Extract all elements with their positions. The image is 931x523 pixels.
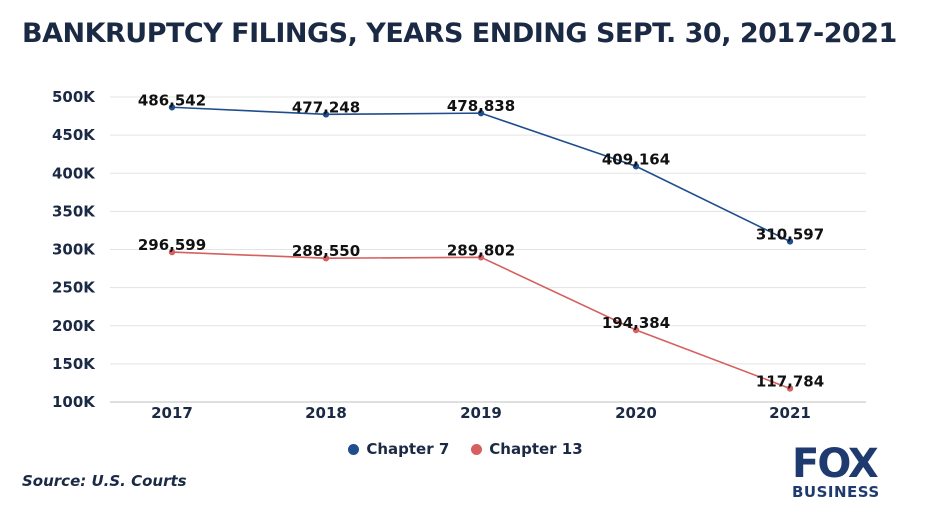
y-tick-label: 350K (52, 202, 96, 220)
line-chart: 100K 150K 200K 250K 300K 350K 400K 450K 500K 201… (52, 88, 866, 422)
x-tick-label: 2017 (151, 404, 193, 422)
data-label: 409,164 (602, 150, 670, 168)
x-tick-label: 2021 (769, 404, 811, 422)
legend-item-chapter-7[interactable]: Chapter 7 (348, 440, 449, 458)
data-points (168, 104, 794, 392)
gridlines (110, 96, 866, 403)
legend: Chapter 7 Chapter 13 (0, 440, 931, 458)
legend-label-chapter-7: Chapter 7 (366, 440, 450, 458)
legend-swatch-chapter-13 (471, 443, 483, 455)
y-axis-ticks: 100K 150K 200K 250K 300K 350K 400K 450K 500K (52, 88, 96, 411)
data-label: 296,599 (138, 236, 206, 254)
legend-label-chapter-13: Chapter 13 (489, 440, 583, 458)
data-label: 117,784 (756, 372, 824, 390)
y-tick-label: 250K (52, 279, 96, 297)
x-tick-label: 2019 (460, 404, 502, 422)
data-point[interactable] (786, 238, 794, 245)
y-tick-label: 450K (52, 126, 96, 144)
data-label: 310,597 (756, 225, 824, 243)
data-point[interactable] (786, 385, 794, 392)
y-tick-label: 100K (52, 393, 96, 411)
data-point[interactable] (168, 104, 176, 111)
x-tick-label: 2018 (305, 404, 347, 422)
data-label: 478,838 (447, 97, 515, 115)
data-point[interactable] (168, 248, 176, 256)
data-point[interactable] (322, 111, 330, 118)
data-point[interactable] (322, 255, 330, 262)
y-tick-label: 400K (52, 164, 96, 182)
y-tick-label: 150K (52, 355, 96, 373)
y-tick-label: 300K (52, 241, 96, 259)
data-label: 288,550 (292, 242, 360, 260)
data-point[interactable] (477, 254, 485, 261)
x-tick-label: 2020 (615, 404, 657, 422)
data-label: 486,542 (138, 91, 206, 109)
data-point[interactable] (477, 109, 485, 117)
data-label: 194,384 (602, 314, 670, 332)
source-note: Source: U.S. Courts (22, 472, 187, 490)
logo-fox-text: FOX (792, 441, 879, 487)
y-tick-label: 500K (52, 88, 96, 106)
x-axis-ticks: 2017 2018 2019 2020 2021 (151, 404, 811, 422)
y-tick-label: 200K (52, 317, 96, 335)
series-line-chapter-13 (171, 251, 791, 390)
legend-item-chapter-13[interactable]: Chapter 13 (471, 440, 583, 458)
data-label: 289,802 (447, 241, 515, 259)
data-point[interactable] (632, 326, 640, 334)
chart-title: BANKRUPTCY FILINGS, YEARS ENDING SEPT. 3… (22, 18, 897, 49)
fox-business-logo: FOX BUSINESS (792, 444, 910, 506)
legend-swatch-chapter-7 (348, 443, 360, 455)
data-labels: 486,542 477,248 478,838 409,164 310,597 296,5… (138, 91, 824, 390)
data-point[interactable] (632, 163, 640, 170)
data-label: 477,248 (292, 98, 360, 116)
series-line-chapter-7 (171, 106, 791, 243)
logo-business-text: BUSINESS (792, 483, 880, 501)
